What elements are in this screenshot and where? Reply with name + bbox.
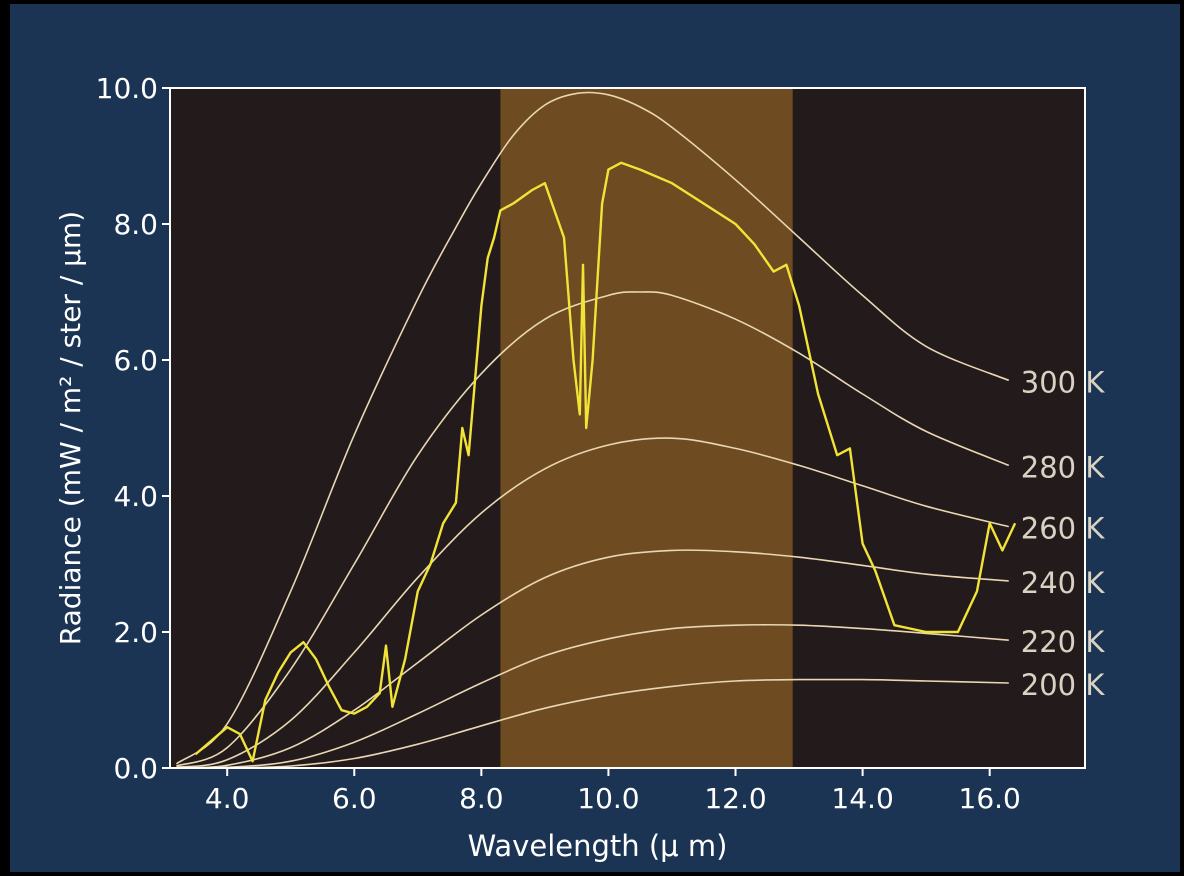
blackbody-label-240k: 240 K bbox=[1021, 566, 1106, 600]
x-axis: 4.0 6.0 8.0 10.0 12.0 14.0 16.0 bbox=[205, 768, 1021, 815]
y-tick-label: 6.0 bbox=[113, 344, 158, 377]
measured-spectrum bbox=[194, 161, 1017, 763]
atmospheric-window-band bbox=[500, 88, 793, 768]
blackbody-label-220k: 220 K bbox=[1021, 625, 1106, 659]
x-tick-label: 10.0 bbox=[577, 782, 639, 815]
blackbody-curve-200k bbox=[176, 678, 1009, 769]
x-tick-label: 6.0 bbox=[332, 782, 377, 815]
x-tick-label: 14.0 bbox=[831, 782, 893, 815]
blackbody-label-260k: 260 K bbox=[1021, 512, 1106, 546]
blackbody-curve-220k bbox=[176, 623, 1009, 769]
measured-spectrum-line bbox=[194, 161, 1017, 763]
x-tick-label: 4.0 bbox=[205, 782, 250, 815]
blackbody-curve-260k bbox=[176, 437, 1009, 769]
plot-border bbox=[169, 87, 1086, 769]
blackbody-labels: 300 K 280 K 260 K 240 K 220 K 200 K bbox=[1021, 365, 1106, 702]
figure-background: 300 K 280 K 260 K 240 K 220 K 200 K 0.0 2.0 4.0… bbox=[10, 4, 1180, 872]
y-tick-label: 2.0 bbox=[113, 616, 158, 649]
x-tick-label: 8.0 bbox=[459, 782, 504, 815]
blackbody-curve-300k bbox=[175, 91, 1010, 765]
blackbody-curves bbox=[175, 91, 1010, 769]
blackbody-label-200k: 200 K bbox=[1021, 668, 1106, 702]
x-axis-label: Wavelength (μ m) bbox=[468, 829, 728, 863]
y-tick-label: 10.0 bbox=[96, 72, 158, 105]
blackbody-curve-280k bbox=[176, 291, 1010, 767]
x-tick-label: 12.0 bbox=[704, 782, 766, 815]
x-tick-label: 16.0 bbox=[959, 782, 1021, 815]
y-tick-label: 0.0 bbox=[113, 752, 158, 785]
y-tick-label: 4.0 bbox=[113, 480, 158, 513]
y-axis: 0.0 2.0 4.0 6.0 8.0 10.0 bbox=[96, 72, 170, 785]
blackbody-label-280k: 280 K bbox=[1021, 450, 1106, 484]
radiance-chart: 300 K 280 K 260 K 240 K 220 K 200 K 0.0 2.0 4.0… bbox=[54, 72, 1106, 863]
blackbody-curve-240k bbox=[176, 549, 1009, 769]
blackbody-label-300k: 300 K bbox=[1021, 365, 1106, 399]
y-tick-label: 8.0 bbox=[113, 208, 158, 241]
y-axis-label: Radiance (mW / m² / ster / μm) bbox=[54, 211, 87, 645]
